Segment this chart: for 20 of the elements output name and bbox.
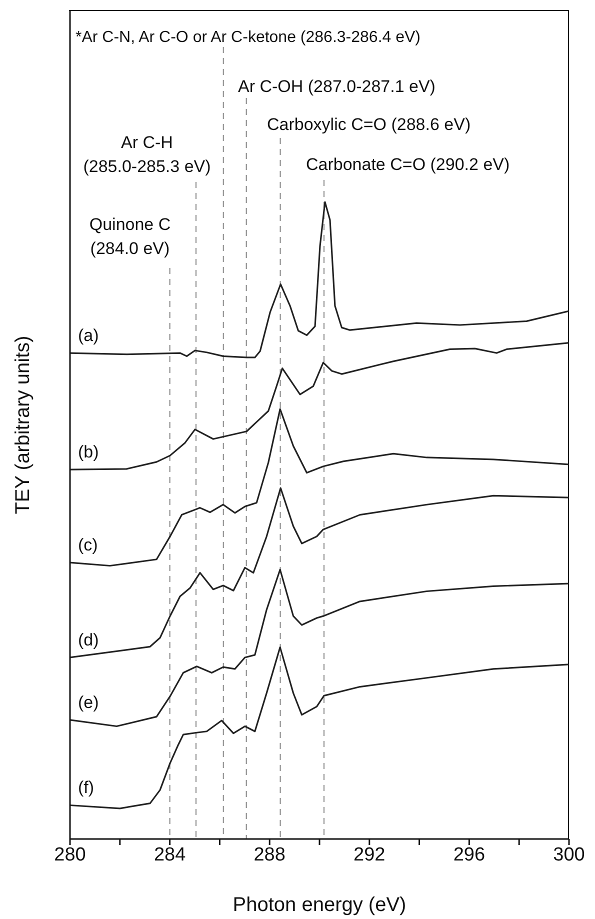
ref-line-label: Ar C-H (285.0-285.3 eV) xyxy=(83,133,211,176)
x-tick-label: 296 xyxy=(453,844,486,866)
series-label: (b) xyxy=(78,442,99,462)
series-label: (f) xyxy=(78,778,94,798)
ref-line-label: Ar C-OH (287.0-287.1 eV) xyxy=(238,77,436,96)
series-label: (e) xyxy=(78,692,99,712)
x-tick-label: 284 xyxy=(154,844,186,866)
x-tick-label: 288 xyxy=(254,844,286,866)
ref-line-label: Quinone C (284.0 eV) xyxy=(89,215,171,258)
ref-line-label: Carbonate C=O (290.2 eV) xyxy=(306,155,510,174)
x-axis-title: Photon energy (eV) xyxy=(232,894,406,916)
ref-line-label: *Ar C-N, Ar C-O or Ar C-ketone (286.3-286.4 eV) xyxy=(75,29,421,46)
series-label: (d) xyxy=(78,630,99,650)
ref-line-label: Carboxylic C=O (288.6 eV) xyxy=(267,115,471,134)
series-label: (c) xyxy=(78,536,98,555)
y-axis-title: TEY (arbitrary units) xyxy=(12,336,34,514)
x-tick-label: 292 xyxy=(354,844,386,866)
x-tick-label: 280 xyxy=(54,844,86,866)
x-tick-label: 300 xyxy=(553,844,585,866)
series-label: (a) xyxy=(78,326,99,346)
